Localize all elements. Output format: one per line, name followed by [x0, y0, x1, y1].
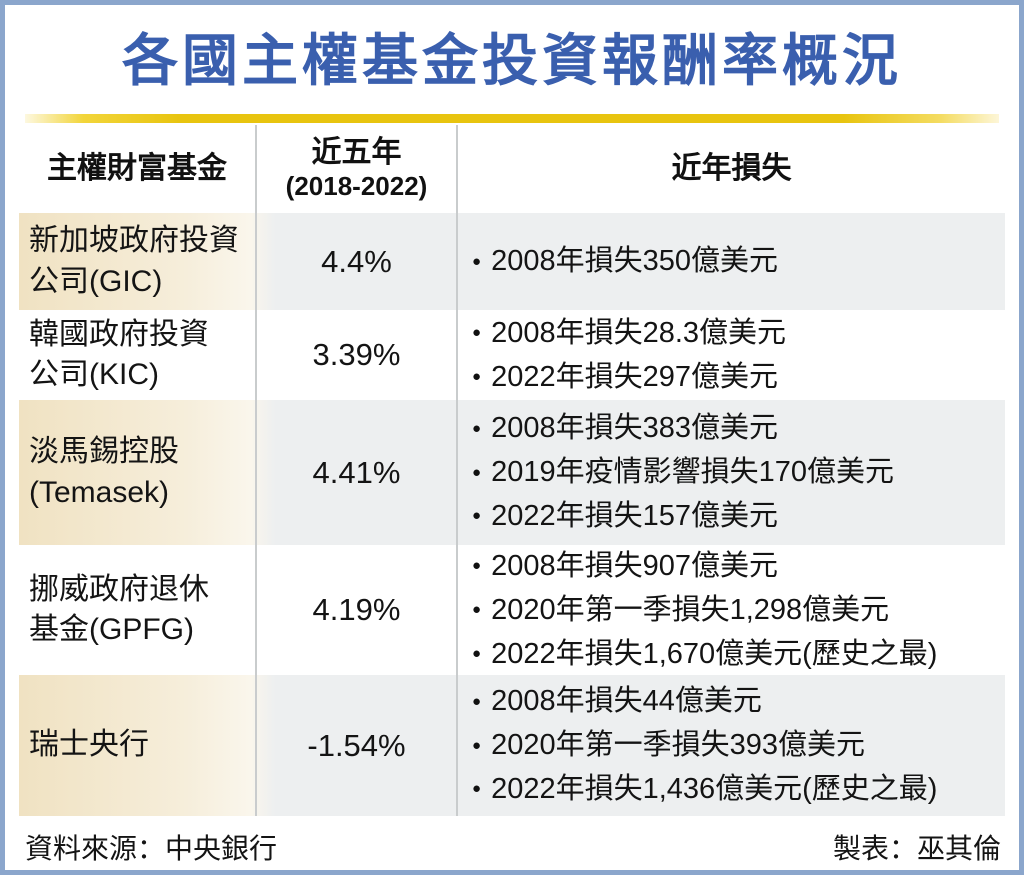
fund-name: 淡馬錫控股 (Temasek) [19, 400, 257, 546]
bullet-icon: ● [472, 252, 482, 270]
return-value: 4.19% [257, 545, 458, 676]
page-title: 各國主權基金投資報酬率概況 [122, 29, 902, 92]
loss-list: ● 2008年損失350億美元 [458, 213, 1005, 310]
bullet-icon: ● [472, 644, 482, 662]
bullet-icon: ● [472, 507, 482, 525]
loss-item: ● 2022年損失1,436億美元(歷史之最) [472, 773, 938, 806]
loss-item: ● 2008年損失44億美元 [472, 685, 762, 718]
loss-list: ● 2008年損失907億美元 ● 2020年第一季損失1,298億美元 ● 2… [458, 545, 1005, 675]
loss-item: ● 2022年損失297億美元 [472, 360, 778, 393]
header-cell-period: 近五年 (2018-2022) [257, 125, 458, 214]
fund-name: 瑞士央行 [19, 675, 257, 817]
footer-source: 資料來源：中央銀行 [25, 833, 278, 865]
loss-list: ● 2008年損失28.3億美元 ● 2022年損失297億美元 [458, 310, 1005, 400]
table-row-gic: 新加坡政府投資 公司(GIC) 4.4% ● 2008年損失350億美元 [19, 213, 1005, 311]
loss-list: ● 2008年損失383億美元 ● 2019年疫情影響損失170億美元 ● 20… [458, 400, 1005, 545]
bullet-icon: ● [472, 780, 482, 798]
loss-item: ● 2022年損失1,670億美元(歷史之最) [472, 637, 938, 670]
table-row-kic: 韓國政府投資 公司(KIC) 3.39% ● 2008年損失28.3億美元 ● … [19, 310, 1005, 401]
bullet-icon: ● [472, 736, 482, 754]
header-period-label: 近五年 [311, 135, 402, 169]
bullet-icon: ● [472, 557, 482, 575]
fund-name: 韓國政府投資 公司(KIC) [19, 310, 257, 401]
footer-credit: 製表：巫其倫 [832, 833, 1001, 865]
table-header-row: 主權財富基金 近五年 (2018-2022) 近年損失 [19, 125, 1005, 214]
return-value: 4.4% [257, 213, 458, 311]
table-row-gpfg: 挪威政府退休 基金(GPFG) 4.19% ● 2008年損失907億美元 ● … [19, 545, 1005, 676]
loss-item: ● 2008年損失383億美元 [472, 412, 778, 445]
loss-item: ● 2022年損失157億美元 [472, 500, 778, 533]
header-cell-losses: 近年損失 [458, 125, 1005, 213]
header-period-range: (2018-2022) [285, 171, 428, 202]
bullet-icon: ● [472, 419, 482, 437]
table-row-temasek: 淡馬錫控股 (Temasek) 4.41% ● 2008年損失383億美元 ● … [19, 400, 1005, 546]
funds-table: 主權財富基金 近五年 (2018-2022) 近年損失 新加坡政府投資 公司(G… [19, 125, 1005, 817]
loss-list: ● 2008年損失44億美元 ● 2020年第一季損失393億美元 ● 2022… [458, 675, 1005, 816]
loss-item: ● 2008年損失28.3億美元 [472, 316, 787, 349]
header-losses-label: 近年損失 [671, 151, 792, 185]
loss-item: ● 2008年損失350億美元 [472, 245, 778, 278]
bullet-icon: ● [472, 463, 482, 481]
bullet-icon: ● [472, 368, 482, 386]
table-footer: 資料來源：中央銀行 製表：巫其倫 [19, 816, 1005, 867]
return-value: 3.39% [257, 310, 458, 401]
table-row-snb: 瑞士央行 -1.54% ● 2008年損失44億美元 ● 2020年第一季損失3… [19, 675, 1005, 817]
loss-item: ● 2019年疫情影響損失170億美元 [472, 456, 894, 489]
loss-item: ● 2020年第一季損失393億美元 [472, 729, 865, 762]
gold-divider [25, 114, 999, 124]
header-cell-fund: 主權財富基金 [19, 125, 257, 214]
bullet-icon: ● [472, 692, 482, 710]
loss-item: ● 2008年損失907億美元 [472, 549, 778, 582]
fund-name: 新加坡政府投資 公司(GIC) [19, 213, 257, 311]
return-value: -1.54% [257, 675, 458, 817]
loss-item: ● 2020年第一季損失1,298億美元 [472, 593, 890, 626]
return-value: 4.41% [257, 400, 458, 546]
fund-name: 挪威政府退休 基金(GPFG) [19, 545, 257, 676]
bullet-icon: ● [472, 601, 482, 619]
bullet-icon: ● [472, 324, 482, 342]
header-fund-label: 主權財富基金 [47, 151, 227, 185]
